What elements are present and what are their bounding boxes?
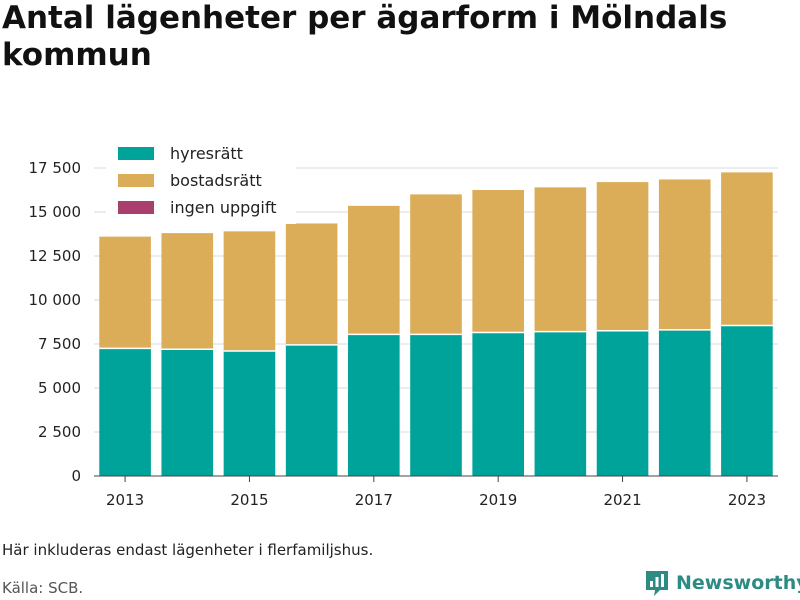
brand-name: Newsworthy	[676, 572, 800, 594]
x-tick-label: 2013	[106, 491, 144, 509]
y-tick-label: 2 500	[38, 423, 81, 441]
y-tick-label: 7 500	[38, 335, 81, 353]
bar-segment	[285, 344, 338, 476]
y-tick-label: 10 000	[29, 291, 82, 309]
bar-segment	[348, 205, 400, 335]
bar-segment	[161, 349, 214, 476]
bar-segment	[285, 223, 338, 345]
footnote: Här inkluderas endast lägenheter i flerf…	[2, 541, 374, 559]
legend-label: ingen uppgift	[170, 198, 277, 217]
bar-segment	[658, 179, 711, 330]
y-axis-ticks: 0 2 500 5 000 7 500 10 000 12 500 15 000 17 500	[29, 159, 82, 485]
x-tick-label: 2021	[603, 491, 641, 509]
bar-segment	[472, 190, 524, 333]
bar-segment	[721, 172, 773, 326]
x-tick-label: 2017	[355, 491, 393, 509]
bar-segment	[223, 351, 276, 476]
bar-segment	[410, 194, 462, 335]
x-tick-label: 2019	[479, 491, 517, 509]
chart-title: Antal lägenheter per ägarform i Mölndals…	[2, 0, 728, 73]
y-tick-label: 17 500	[29, 159, 82, 177]
legend: hyresrätt bostadsrätt ingen uppgift	[106, 140, 296, 224]
newsworthy-logo-icon	[646, 571, 668, 596]
bar-segment	[410, 334, 462, 476]
bars	[99, 172, 773, 476]
x-axis-ticks: 2013 2015 2017 2019 2021 2023	[106, 476, 766, 509]
legend-label: bostadsrätt	[170, 171, 262, 190]
brand-logo[interactable]: Newsworthy	[644, 568, 800, 598]
bar-segment	[223, 231, 276, 352]
x-tick-label: 2015	[230, 491, 268, 509]
y-tick-label: 12 500	[29, 247, 82, 265]
legend-label: hyresrätt	[170, 144, 243, 163]
y-tick-label: 0	[71, 467, 81, 485]
legend-swatch	[118, 201, 154, 214]
y-tick-label: 5 000	[38, 379, 81, 397]
bar-segment	[658, 329, 711, 476]
y-tick-label: 15 000	[29, 203, 82, 221]
bar-segment	[721, 325, 773, 476]
bar-segment	[596, 330, 649, 476]
bar-segment	[596, 182, 649, 331]
bar-segment	[99, 348, 151, 476]
bar-segment	[161, 233, 214, 350]
legend-swatch	[118, 147, 154, 160]
source-note: Källa: SCB.	[2, 579, 84, 597]
bar-segment	[348, 334, 400, 476]
bar-segment	[534, 187, 587, 332]
x-tick-label: 2023	[728, 491, 766, 509]
bar-segment	[472, 332, 524, 476]
bar-segment	[99, 236, 151, 349]
legend-swatch	[118, 174, 154, 187]
bar-segment	[534, 331, 587, 476]
